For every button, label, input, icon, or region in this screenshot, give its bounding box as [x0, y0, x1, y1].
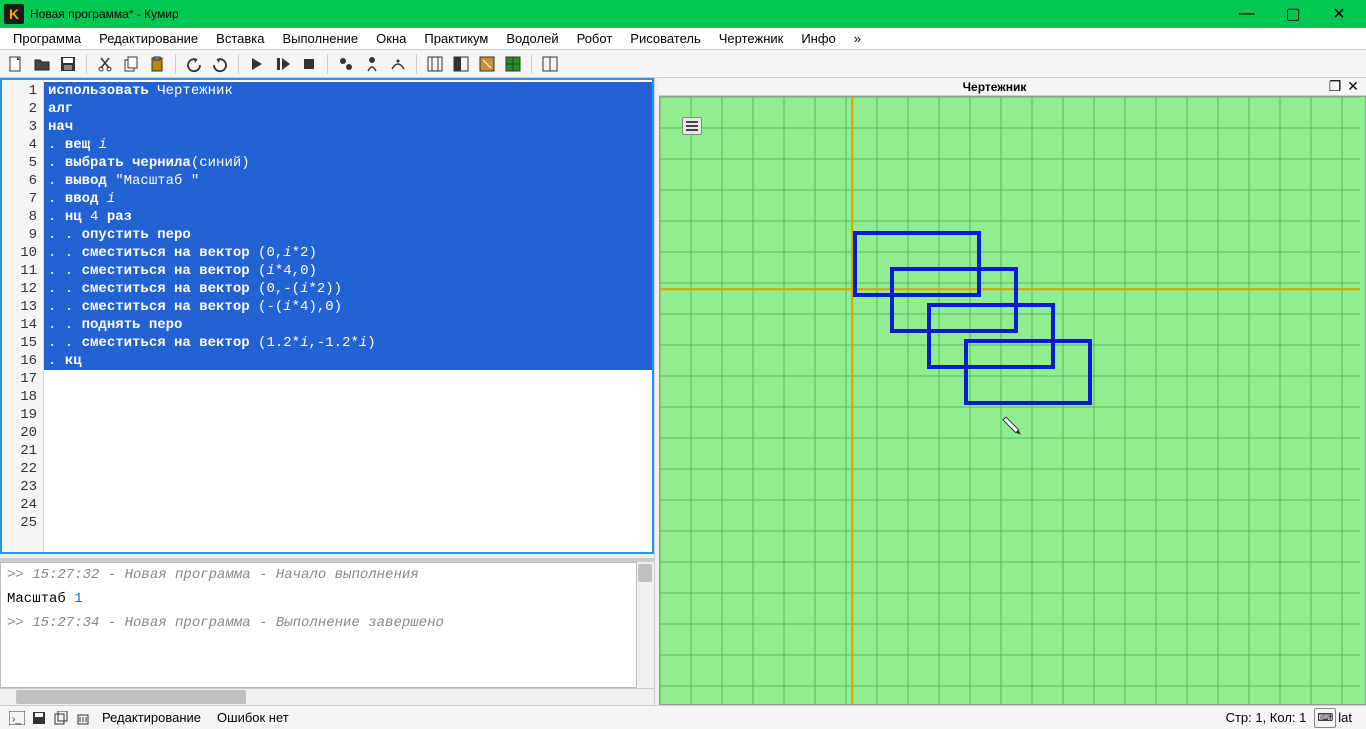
code-line: . кц [44, 352, 652, 370]
paste-icon[interactable] [145, 52, 169, 76]
editor-scrollbar-h[interactable] [0, 688, 654, 705]
status-lang: lat [1336, 710, 1360, 725]
status-mode: Редактирование [94, 710, 209, 725]
titlebar: K Новая программа* - Кумир ― ▢ ✕ [0, 0, 1366, 28]
drawing-canvas[interactable] [659, 96, 1366, 705]
drawer-close-icon[interactable]: ✕ [1344, 78, 1362, 95]
menu-item[interactable]: Чертежник [710, 29, 793, 48]
save-status-icon[interactable] [28, 708, 50, 728]
code-line: . выбрать чернила(синий) [44, 154, 652, 172]
copy-icon[interactable] [119, 52, 143, 76]
canvas-menu-icon[interactable] [682, 117, 702, 135]
keyboard-lang-icon[interactable]: ⌨ [1314, 708, 1336, 728]
layout5-icon[interactable] [538, 52, 562, 76]
code-line: использовать Чертежник [44, 82, 652, 100]
code-area[interactable]: использовать Чертежникалгнач. вещ i. выб… [44, 80, 652, 552]
code-line: . нц 4 раз [44, 208, 652, 226]
code-line: алг [44, 100, 652, 118]
step-icon[interactable] [271, 52, 295, 76]
stop-icon[interactable] [297, 52, 321, 76]
menubar: ПрограммаРедактированиеВставкаВыполнение… [0, 28, 1366, 50]
grid-svg [660, 97, 1360, 705]
code-editor[interactable]: 1234567891011121314151617181920212223242… [0, 78, 654, 554]
layout2-icon[interactable] [449, 52, 473, 76]
main-area: 1234567891011121314151617181920212223242… [0, 78, 1366, 705]
line-gutter: 1234567891011121314151617181920212223242… [2, 80, 44, 552]
app-icon: K [4, 4, 24, 24]
menu-item[interactable]: Практикум [415, 29, 497, 48]
code-line: . . сместиться на вектор (-(i*4),0) [44, 298, 652, 316]
copy-layout-icon[interactable] [50, 708, 72, 728]
menu-item[interactable]: Инфо [792, 29, 844, 48]
actor3-icon[interactable] [386, 52, 410, 76]
code-line: . . сместиться на вектор (0,-(i*2)) [44, 280, 652, 298]
menu-item[interactable]: Вставка [207, 29, 273, 48]
actor2-icon[interactable] [360, 52, 384, 76]
code-line: . . сместиться на вектор (i*4,0) [44, 262, 652, 280]
menu-item[interactable]: Программа [4, 29, 90, 48]
code-line: . . сместиться на вектор (0,i*2) [44, 244, 652, 262]
cut-icon[interactable] [93, 52, 117, 76]
minimize-button[interactable]: ― [1224, 0, 1270, 28]
menu-item[interactable]: Выполнение [273, 29, 367, 48]
code-line: . вещ i [44, 136, 652, 154]
statusbar: ›_ Редактирование Ошибок нет Стр: 1, Кол… [0, 705, 1366, 729]
code-line: нач [44, 118, 652, 136]
status-errors: Ошибок нет [209, 710, 297, 725]
undo-icon[interactable] [182, 52, 206, 76]
save-file-icon[interactable] [56, 52, 80, 76]
io-line: Масштаб 1 [7, 591, 630, 607]
code-line: . . опустить перо [44, 226, 652, 244]
code-line: . . поднять перо [44, 316, 652, 334]
right-pane: Чертежник ❐ ✕ [655, 78, 1366, 705]
status-position: Стр: 1, Кол: 1 [1218, 710, 1315, 725]
output-panel: >> 15:27:32 - Новая программа - Начало в… [0, 558, 654, 688]
close-button[interactable]: ✕ [1316, 0, 1362, 28]
open-file-icon[interactable] [30, 52, 54, 76]
code-line: . . сместиться на вектор (1.2*i,-1.2*i) [44, 334, 652, 352]
menu-item[interactable]: Рисователь [621, 29, 709, 48]
actor1-icon[interactable] [334, 52, 358, 76]
console-icon[interactable]: ›_ [6, 708, 28, 728]
window-title: Новая программа* - Кумир [30, 7, 1224, 21]
layout3-icon[interactable] [475, 52, 499, 76]
output-scrollbar-v[interactable] [637, 562, 654, 688]
drawer-maximize-icon[interactable]: ❐ [1326, 78, 1344, 95]
io-prompt: Масштаб [7, 591, 74, 607]
drawer-title: Чертежник [663, 80, 1326, 94]
new-file-icon[interactable] [4, 52, 28, 76]
menu-item[interactable]: Окна [367, 29, 415, 48]
svg-text:›_: ›_ [12, 714, 21, 725]
menu-item[interactable]: » [845, 29, 870, 48]
menu-item[interactable]: Робот [568, 29, 622, 48]
code-line: . вывод "Масштаб " [44, 172, 652, 190]
toolbar [0, 50, 1366, 78]
layout4-icon[interactable] [501, 52, 525, 76]
log-line: >> 15:27:32 - Новая программа - Начало в… [7, 567, 630, 583]
drawer-header: Чертежник ❐ ✕ [659, 78, 1366, 96]
clear-icon[interactable] [72, 708, 94, 728]
menu-item[interactable]: Редактирование [90, 29, 207, 48]
code-line: . ввод i [44, 190, 652, 208]
log-line: >> 15:27:34 - Новая программа - Выполнен… [7, 615, 630, 631]
io-value: 1 [74, 591, 82, 607]
redo-icon[interactable] [208, 52, 232, 76]
code-line: кон [44, 370, 652, 388]
left-pane: 1234567891011121314151617181920212223242… [0, 78, 655, 705]
layout1-icon[interactable] [423, 52, 447, 76]
output-console[interactable]: >> 15:27:32 - Новая программа - Начало в… [0, 562, 637, 688]
menu-item[interactable]: Водолей [497, 29, 567, 48]
maximize-button[interactable]: ▢ [1270, 0, 1316, 28]
run-icon[interactable] [245, 52, 269, 76]
